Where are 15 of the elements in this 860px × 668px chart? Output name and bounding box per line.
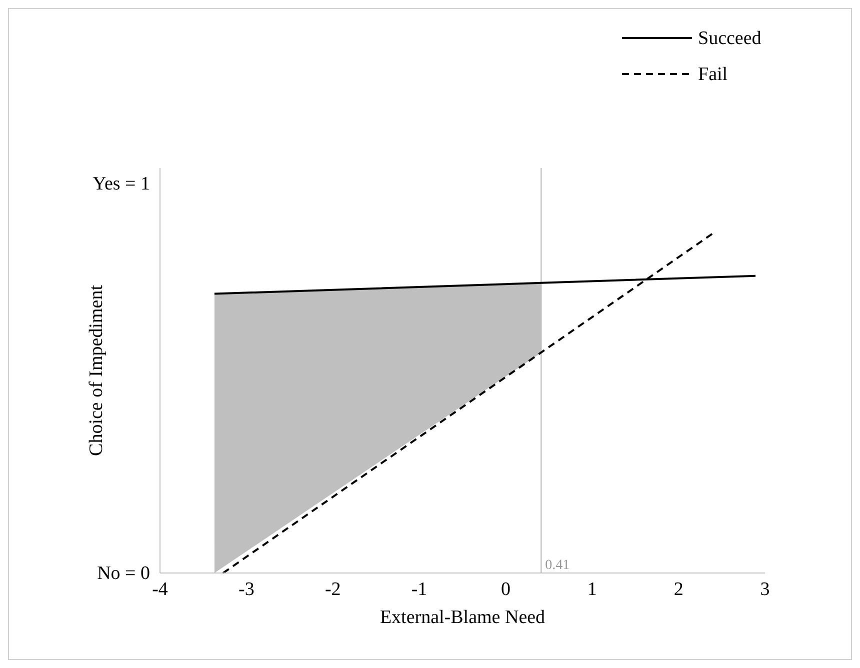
y-tick-label: Yes = 1 <box>92 174 150 195</box>
x-tick-label: 1 <box>587 579 597 600</box>
x-tick-label: -1 <box>411 579 428 600</box>
ref-line-label: 0.41 <box>545 558 570 573</box>
legend-label: Succeed <box>698 28 762 49</box>
x-tick-label: 3 <box>760 579 770 600</box>
y-axis-title: Choice of Impediment <box>86 284 107 456</box>
x-axis-title: External-Blame Need <box>380 607 546 628</box>
y-tick-label: No = 0 <box>97 563 150 584</box>
x-tick-label: -4 <box>152 579 168 600</box>
legend-label: Fail <box>698 64 728 85</box>
x-tick-label: -3 <box>238 579 254 600</box>
x-tick-label: 0 <box>500 579 510 600</box>
x-tick-label: -2 <box>324 579 341 600</box>
x-tick-label: 2 <box>674 579 684 600</box>
